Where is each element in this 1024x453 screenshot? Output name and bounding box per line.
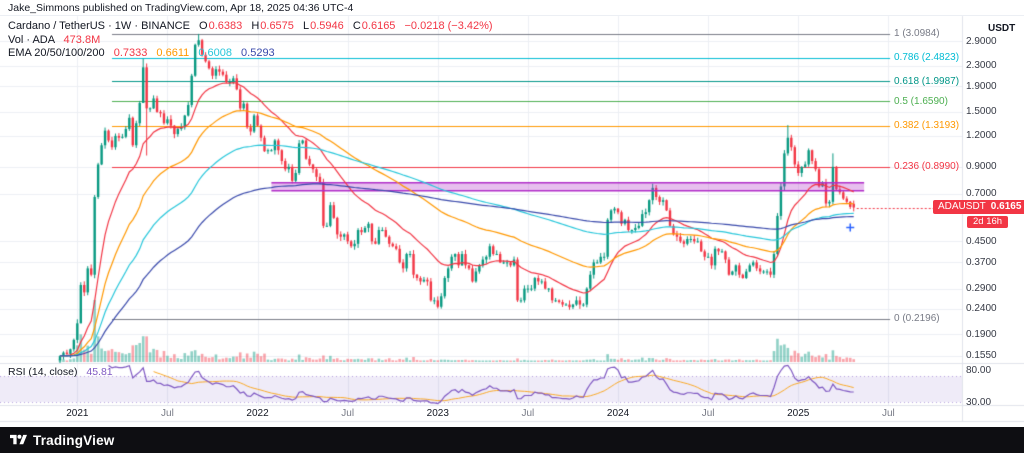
change-value: −0.0218 (−3.42%)	[404, 20, 493, 32]
low-value: 0.5946	[310, 20, 344, 32]
tradingview-logo-icon[interactable]	[10, 433, 27, 448]
volume-legend-row[interactable]: Vol · ADA 473.8M	[8, 34, 493, 48]
ema20-value: 0.7333	[113, 47, 148, 59]
symbol-tag: ADAUSDT	[938, 201, 986, 212]
volume-value: 473.8M	[63, 33, 101, 46]
ema200-value: 0.5293	[241, 47, 275, 59]
volume-label: Vol · ADA	[8, 33, 55, 46]
rsi-label: RSI (14, close)	[8, 366, 78, 378]
open-value: 0.6383	[208, 20, 243, 32]
ema-label: EMA 20/50/100/200	[8, 47, 105, 59]
ema100-value: 0.6008	[198, 47, 232, 59]
ema-legend-row[interactable]: EMA 20/50/100/200 0.7333 0.6611 0.6008 0…	[8, 47, 493, 61]
symbol-title[interactable]: Cardano / TetherUS · 1W · BINANCE	[8, 20, 190, 32]
attribution-text: Jake_Simmons published on TradingView.co…	[8, 2, 354, 14]
high-value: 0.6575	[260, 20, 294, 32]
last-price-badge: ADAUSDT 0.6165	[933, 200, 1024, 214]
chart-legend: Cardano / TetherUS · 1W · BINANCE O0.638…	[8, 20, 493, 61]
close-value: 0.6165	[361, 20, 396, 32]
rsi-value: 45.81	[86, 366, 113, 378]
tradingview-brand[interactable]: TradingView	[33, 432, 115, 448]
low-label: L	[302, 20, 310, 32]
close-label: C	[352, 20, 361, 32]
attribution-bar: Jake_Simmons published on TradingView.co…	[0, 0, 1024, 16]
high-label: H	[251, 20, 260, 32]
ema50-value: 0.6611	[156, 47, 190, 59]
footer-bar: TradingView	[0, 427, 1024, 453]
last-price-value: 0.6165	[990, 201, 1022, 212]
bar-countdown-badge: 2d 16h	[967, 216, 1009, 228]
price-axis-currency: USDT	[988, 23, 1016, 34]
open-label: O	[199, 20, 208, 32]
rsi-legend-row[interactable]: RSI (14, close) 45.81	[8, 366, 113, 378]
symbol-legend-row[interactable]: Cardano / TetherUS · 1W · BINANCE O0.638…	[8, 20, 493, 34]
